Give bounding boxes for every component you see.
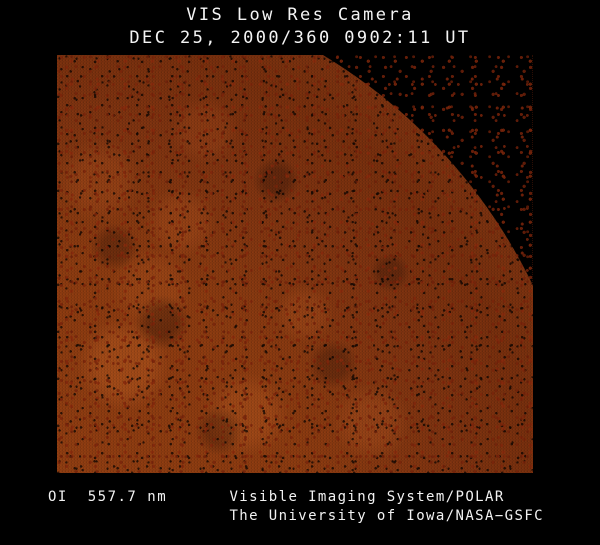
- image-header: VIS Low Res Camera DEC 25, 2000/360 0902…: [0, 0, 600, 50]
- instrument-title: VIS Low Res Camera: [186, 5, 414, 25]
- credit-institution: The University of Iowa/NASA−GSFC: [229, 508, 544, 524]
- credit-block: Visible Imaging System/POLAR The Univers…: [229, 488, 544, 526]
- detector-column-striping: [57, 55, 533, 473]
- emission-wavelength-label: OI 557.7 nm: [48, 489, 168, 505]
- photon-count-speckle: [57, 55, 533, 473]
- credit-instrument: Visible Imaging System/POLAR: [229, 489, 505, 505]
- observation-timestamp: DEC 25, 2000/360 0902:11 UT: [129, 28, 471, 48]
- science-image-frame: [57, 55, 533, 473]
